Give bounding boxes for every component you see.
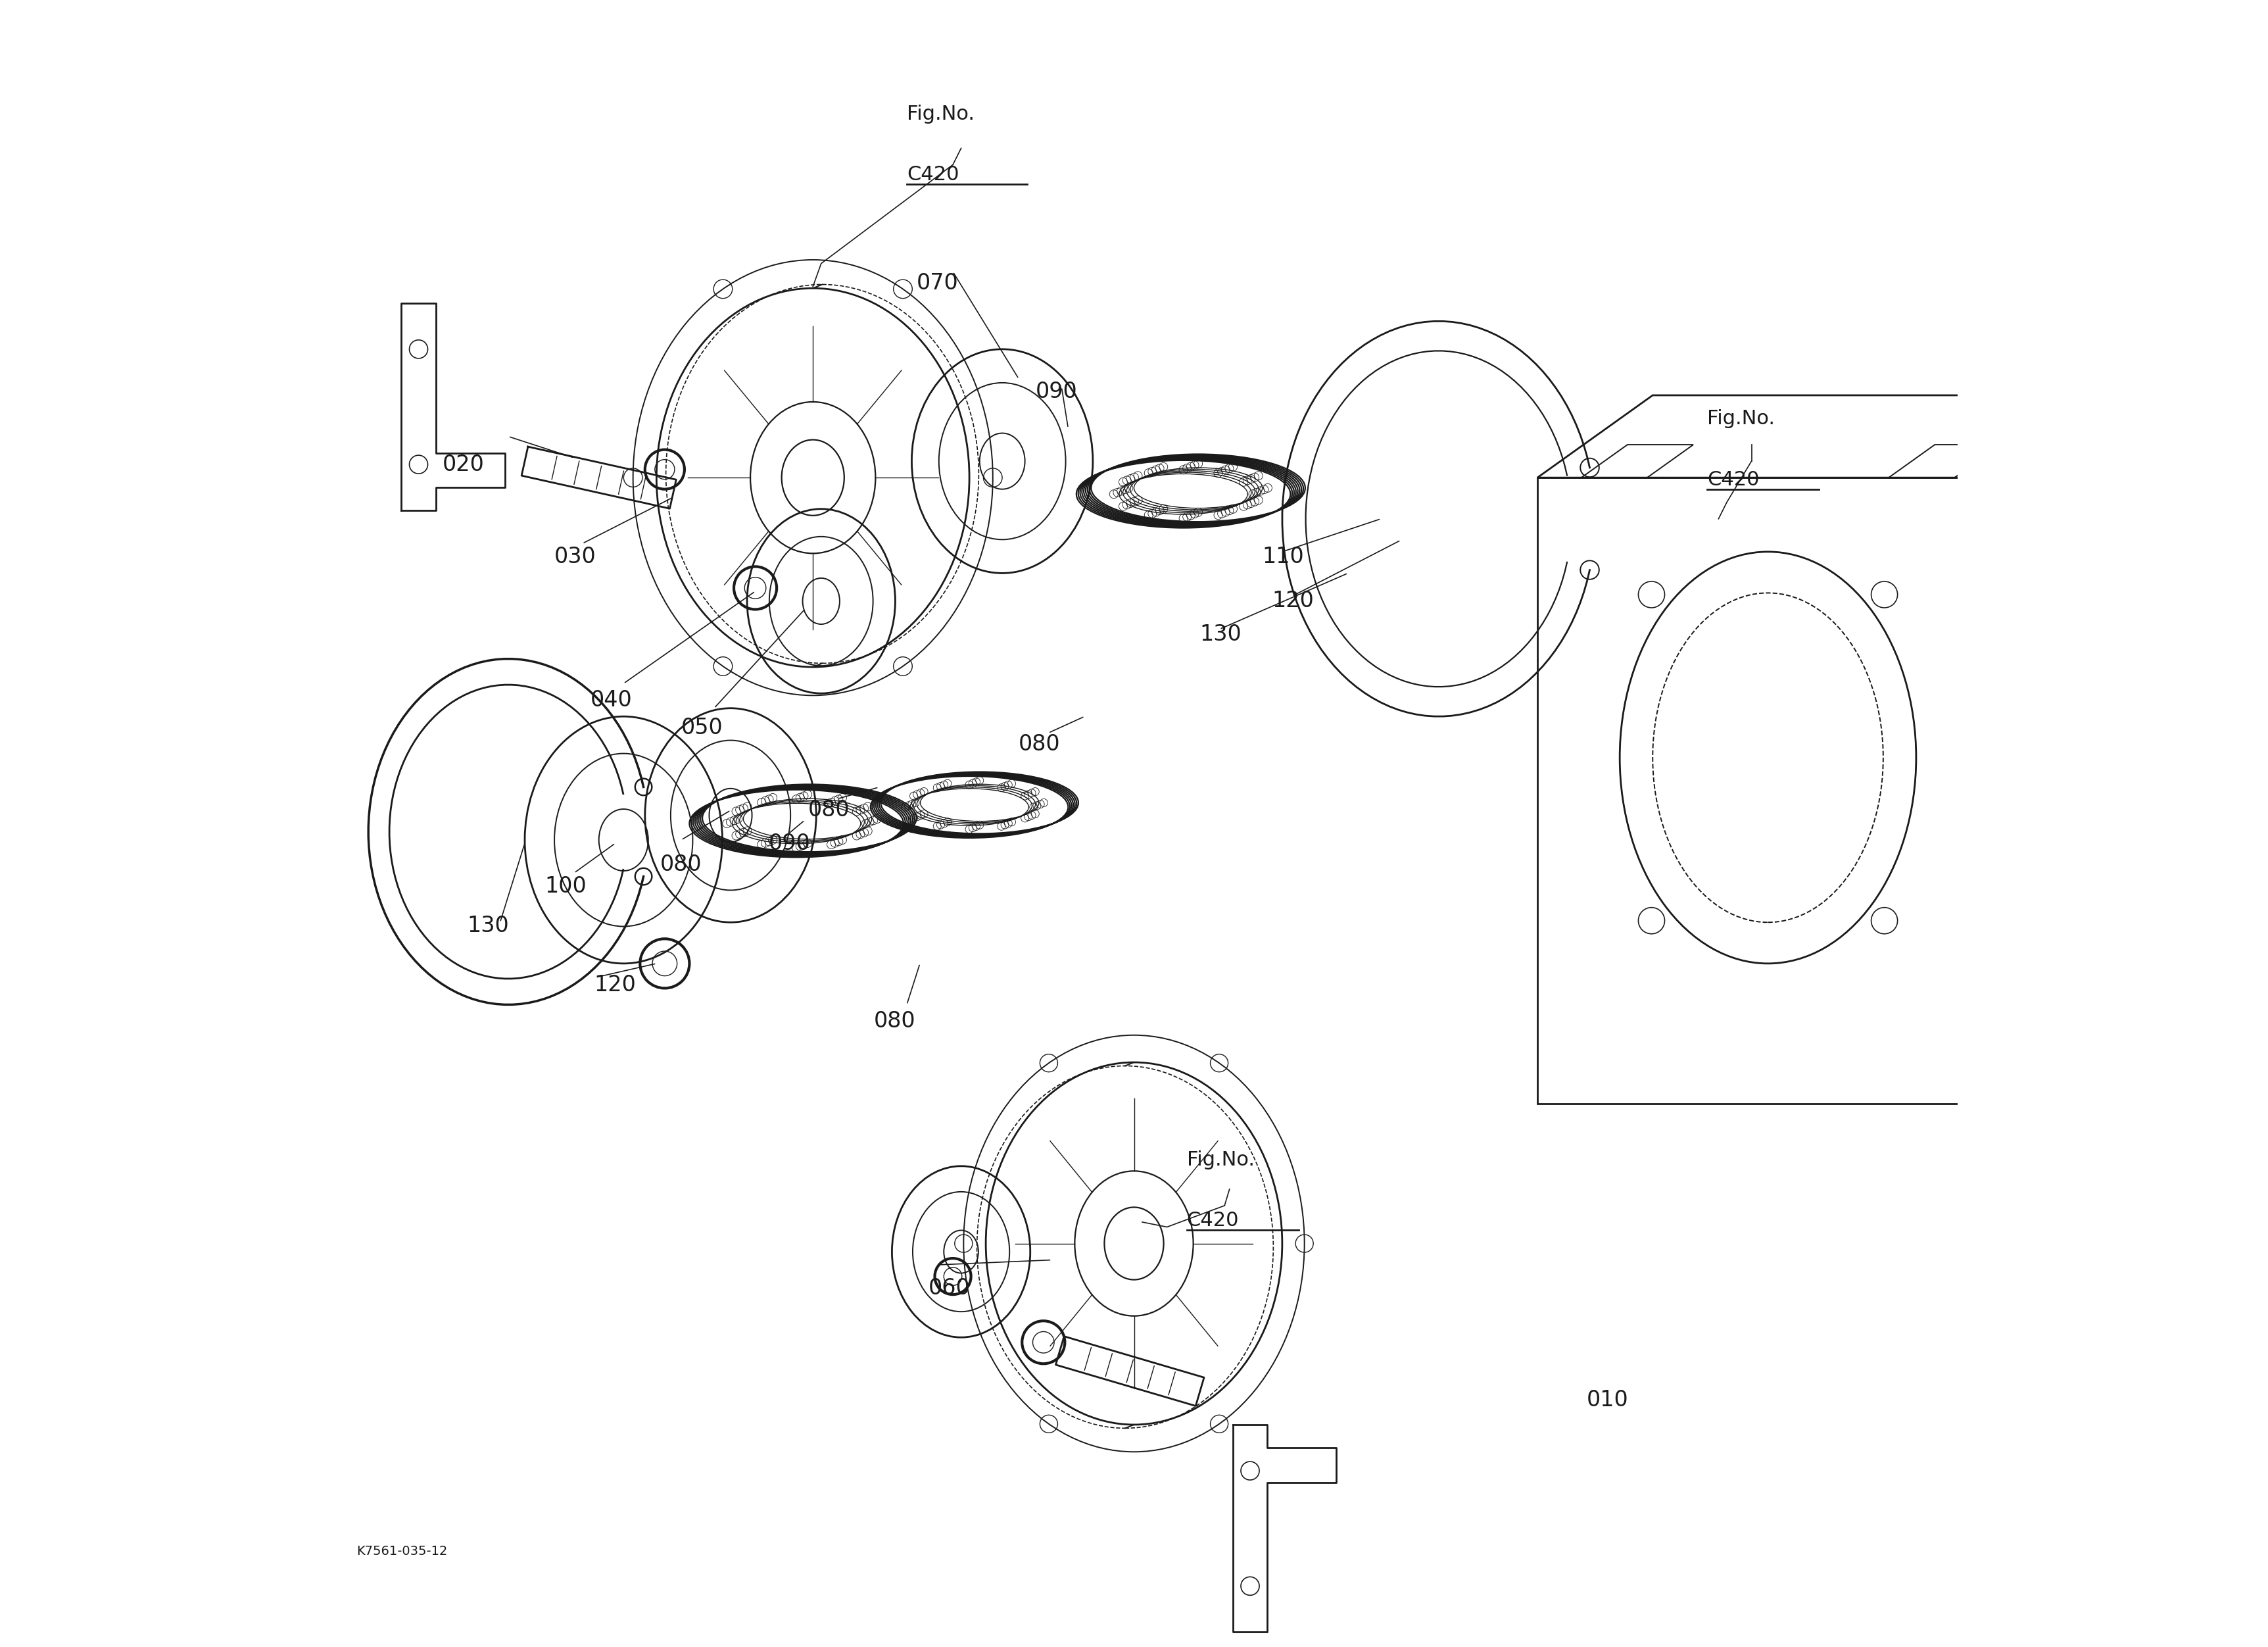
Text: 100: 100 xyxy=(544,875,587,898)
Text: C420: C420 xyxy=(1708,469,1760,489)
Text: 110: 110 xyxy=(1263,545,1304,568)
Text: C420: C420 xyxy=(1186,1211,1238,1230)
Text: K7561-035-12: K7561-035-12 xyxy=(356,1545,447,1558)
Text: Fig.No.: Fig.No. xyxy=(1708,408,1776,428)
Text: 030: 030 xyxy=(553,545,596,568)
Text: C420: C420 xyxy=(907,165,959,184)
Text: 080: 080 xyxy=(1018,733,1061,756)
Text: 050: 050 xyxy=(680,716,723,740)
Text: 040: 040 xyxy=(590,688,633,712)
Text: Fig.No.: Fig.No. xyxy=(907,104,975,124)
Text: 080: 080 xyxy=(660,853,701,876)
Text: 080: 080 xyxy=(873,1010,916,1033)
Text: 090: 090 xyxy=(1034,380,1077,404)
Text: 120: 120 xyxy=(1272,590,1315,613)
Text: 010: 010 xyxy=(1588,1388,1628,1411)
Text: 020: 020 xyxy=(442,453,485,476)
Text: 090: 090 xyxy=(769,832,810,855)
Text: 130: 130 xyxy=(467,914,508,937)
Text: 070: 070 xyxy=(916,272,959,295)
Text: 120: 120 xyxy=(594,973,635,996)
Text: 080: 080 xyxy=(807,799,850,822)
Text: 060: 060 xyxy=(928,1276,971,1299)
Text: 130: 130 xyxy=(1200,623,1243,646)
Text: Fig.No.: Fig.No. xyxy=(1186,1150,1254,1169)
